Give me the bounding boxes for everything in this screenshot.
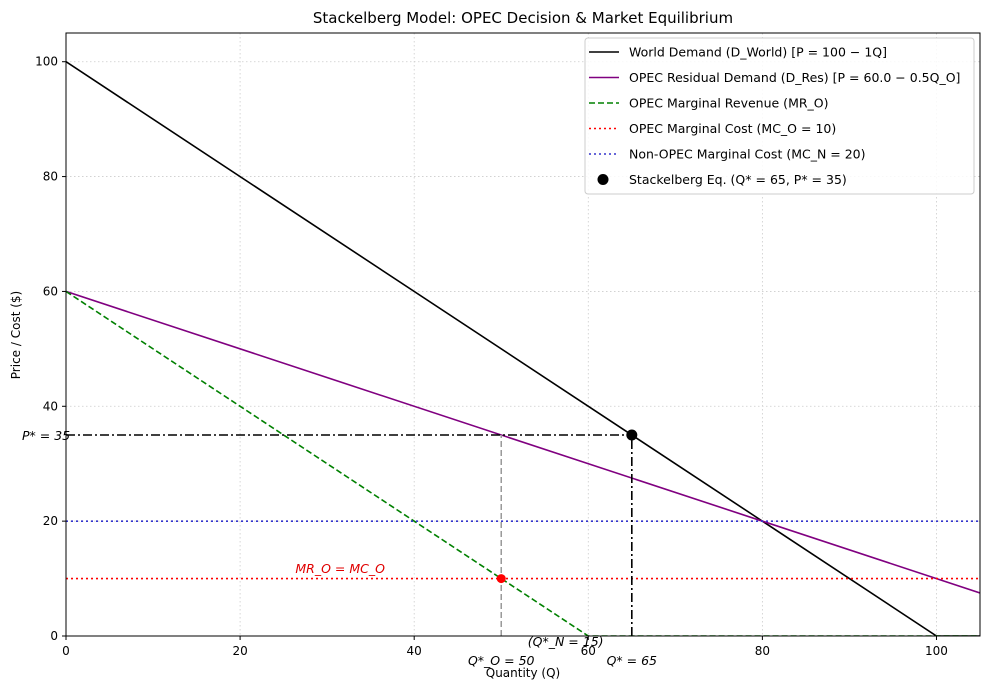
legend-entry-1: OPEC Residual Demand (D_Res) [P = 60.0 −…: [629, 70, 960, 85]
series-layer: [66, 61, 980, 636]
plot-frame: [65, 32, 981, 637]
y-tick-label: 100: [35, 55, 58, 69]
legend-entry-0: World Demand (D_World) [P = 100 − 1Q]: [629, 45, 887, 60]
x-tick-label: 0: [62, 644, 70, 658]
x-tick-label: 60: [581, 644, 596, 658]
x-tick-label: 20: [232, 644, 247, 658]
y-tick-label: 20: [43, 514, 58, 528]
series-line-1: [66, 290, 980, 594]
q-star-label: Q* = 65: [607, 653, 657, 668]
y-tick-label: 80: [43, 170, 58, 184]
legend-marker-5: [597, 174, 609, 185]
y-tick-label: 0: [50, 629, 58, 643]
legend-entry-3: OPEC Marginal Cost (MC_O = 10): [629, 121, 836, 136]
mr-mc-intersection-point: [496, 574, 506, 584]
legend-entry-2: OPEC Marginal Revenue (MR_O): [629, 96, 829, 111]
legend: World Demand (D_World) [P = 100 − 1Q] OPE…: [584, 37, 975, 195]
axis-ticks: 0 20 40 60 80 100 0 20 40 60 80 100: [35, 55, 948, 658]
annotations: P* = 35 Q*_O = 50 (Q*_N = 15)Q* = 65 MR_O =…: [22, 428, 657, 668]
x-axis-label: Quantity (Q): [486, 666, 560, 680]
mr-mc-label: MR_O = MC_O: [295, 561, 385, 576]
p-star-label: P* = 35: [22, 428, 70, 443]
y-tick-label: 40: [43, 399, 58, 413]
x-tick-label: 40: [407, 644, 422, 658]
y-axis-label: Price / Cost ($): [9, 291, 23, 379]
series-line-0: [66, 61, 980, 636]
q-opec-label: Q*_O = 50: [468, 653, 535, 668]
equilibrium-point: [626, 429, 638, 441]
x-tick-label: 80: [755, 644, 770, 658]
q-non-opec-label: (Q*_N = 15): [528, 634, 604, 649]
x-tick-label: 100: [925, 644, 948, 658]
y-tick-label: 60: [43, 284, 58, 298]
series-line-2: [66, 290, 980, 636]
legend-box: [584, 37, 975, 195]
guides-layer: [66, 429, 638, 636]
legend-entry-4: Non-OPEC Marginal Cost (MC_N = 20): [629, 147, 866, 162]
legend-entry-5: Stackelberg Eq. (Q* = 65, P* = 35): [629, 172, 847, 187]
chart-title: Stackelberg Model: OPEC Decision & Marke…: [313, 9, 733, 27]
